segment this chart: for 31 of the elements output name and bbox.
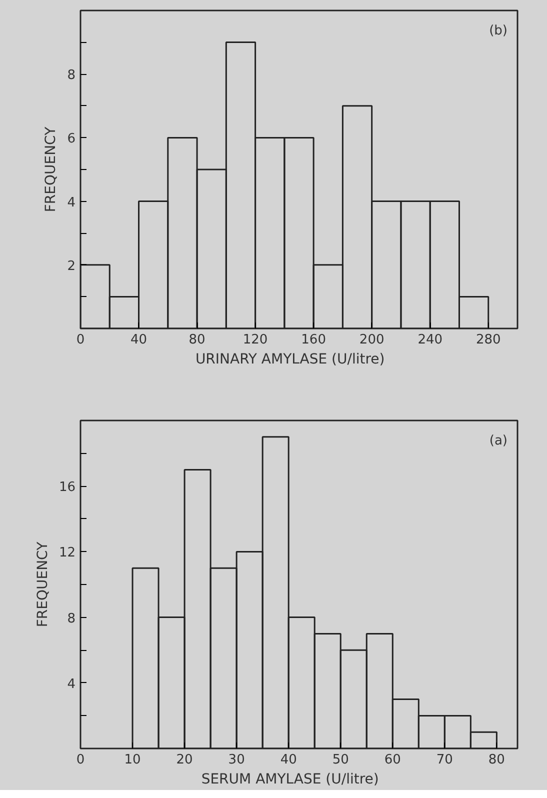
y-tick-label: 8 xyxy=(67,611,76,626)
x-tick-label: 40 xyxy=(130,332,148,348)
x-axis-title: URINARY AMYLASE (U/litre) xyxy=(195,352,385,368)
x-tick-label: 30 xyxy=(228,752,245,768)
x-tick-label: 70 xyxy=(436,752,453,768)
x-tick-label: 60 xyxy=(384,752,401,768)
x-tick-label: 0 xyxy=(76,332,85,348)
x-tick-label: 160 xyxy=(301,332,326,348)
y-tick-label: 2 xyxy=(67,258,76,274)
x-tick-label: 10 xyxy=(124,752,141,768)
x-tick-label: 50 xyxy=(332,752,349,768)
x-tick-label: 120 xyxy=(242,332,268,348)
annotation: (b) xyxy=(489,24,508,38)
y-tick-label: 4 xyxy=(67,676,76,692)
x-tick-label: 80 xyxy=(488,752,505,768)
annotation: (a) xyxy=(489,434,508,448)
y-tick-label: 4 xyxy=(67,195,76,210)
y-axis-title: FREQUENCY xyxy=(43,126,60,212)
y-tick-label: 8 xyxy=(67,68,76,84)
x-tick-label: 40 xyxy=(280,752,297,768)
x-tick-label: 80 xyxy=(188,332,206,348)
y-tick-label: 6 xyxy=(67,132,76,147)
y-axis-title: FREQUENCY xyxy=(34,541,51,628)
y-tick-label: 12 xyxy=(58,546,76,561)
x-tick-label: 280 xyxy=(476,332,501,348)
y-tick-label: 16 xyxy=(58,480,76,496)
x-tick-label: 200 xyxy=(359,332,384,348)
x-tick-label: 20 xyxy=(176,752,193,768)
x-tick-label: 0 xyxy=(76,752,85,768)
x-axis-title: SERUM AMYLASE (U/litre) xyxy=(201,772,379,788)
x-tick-label: 240 xyxy=(418,332,443,348)
